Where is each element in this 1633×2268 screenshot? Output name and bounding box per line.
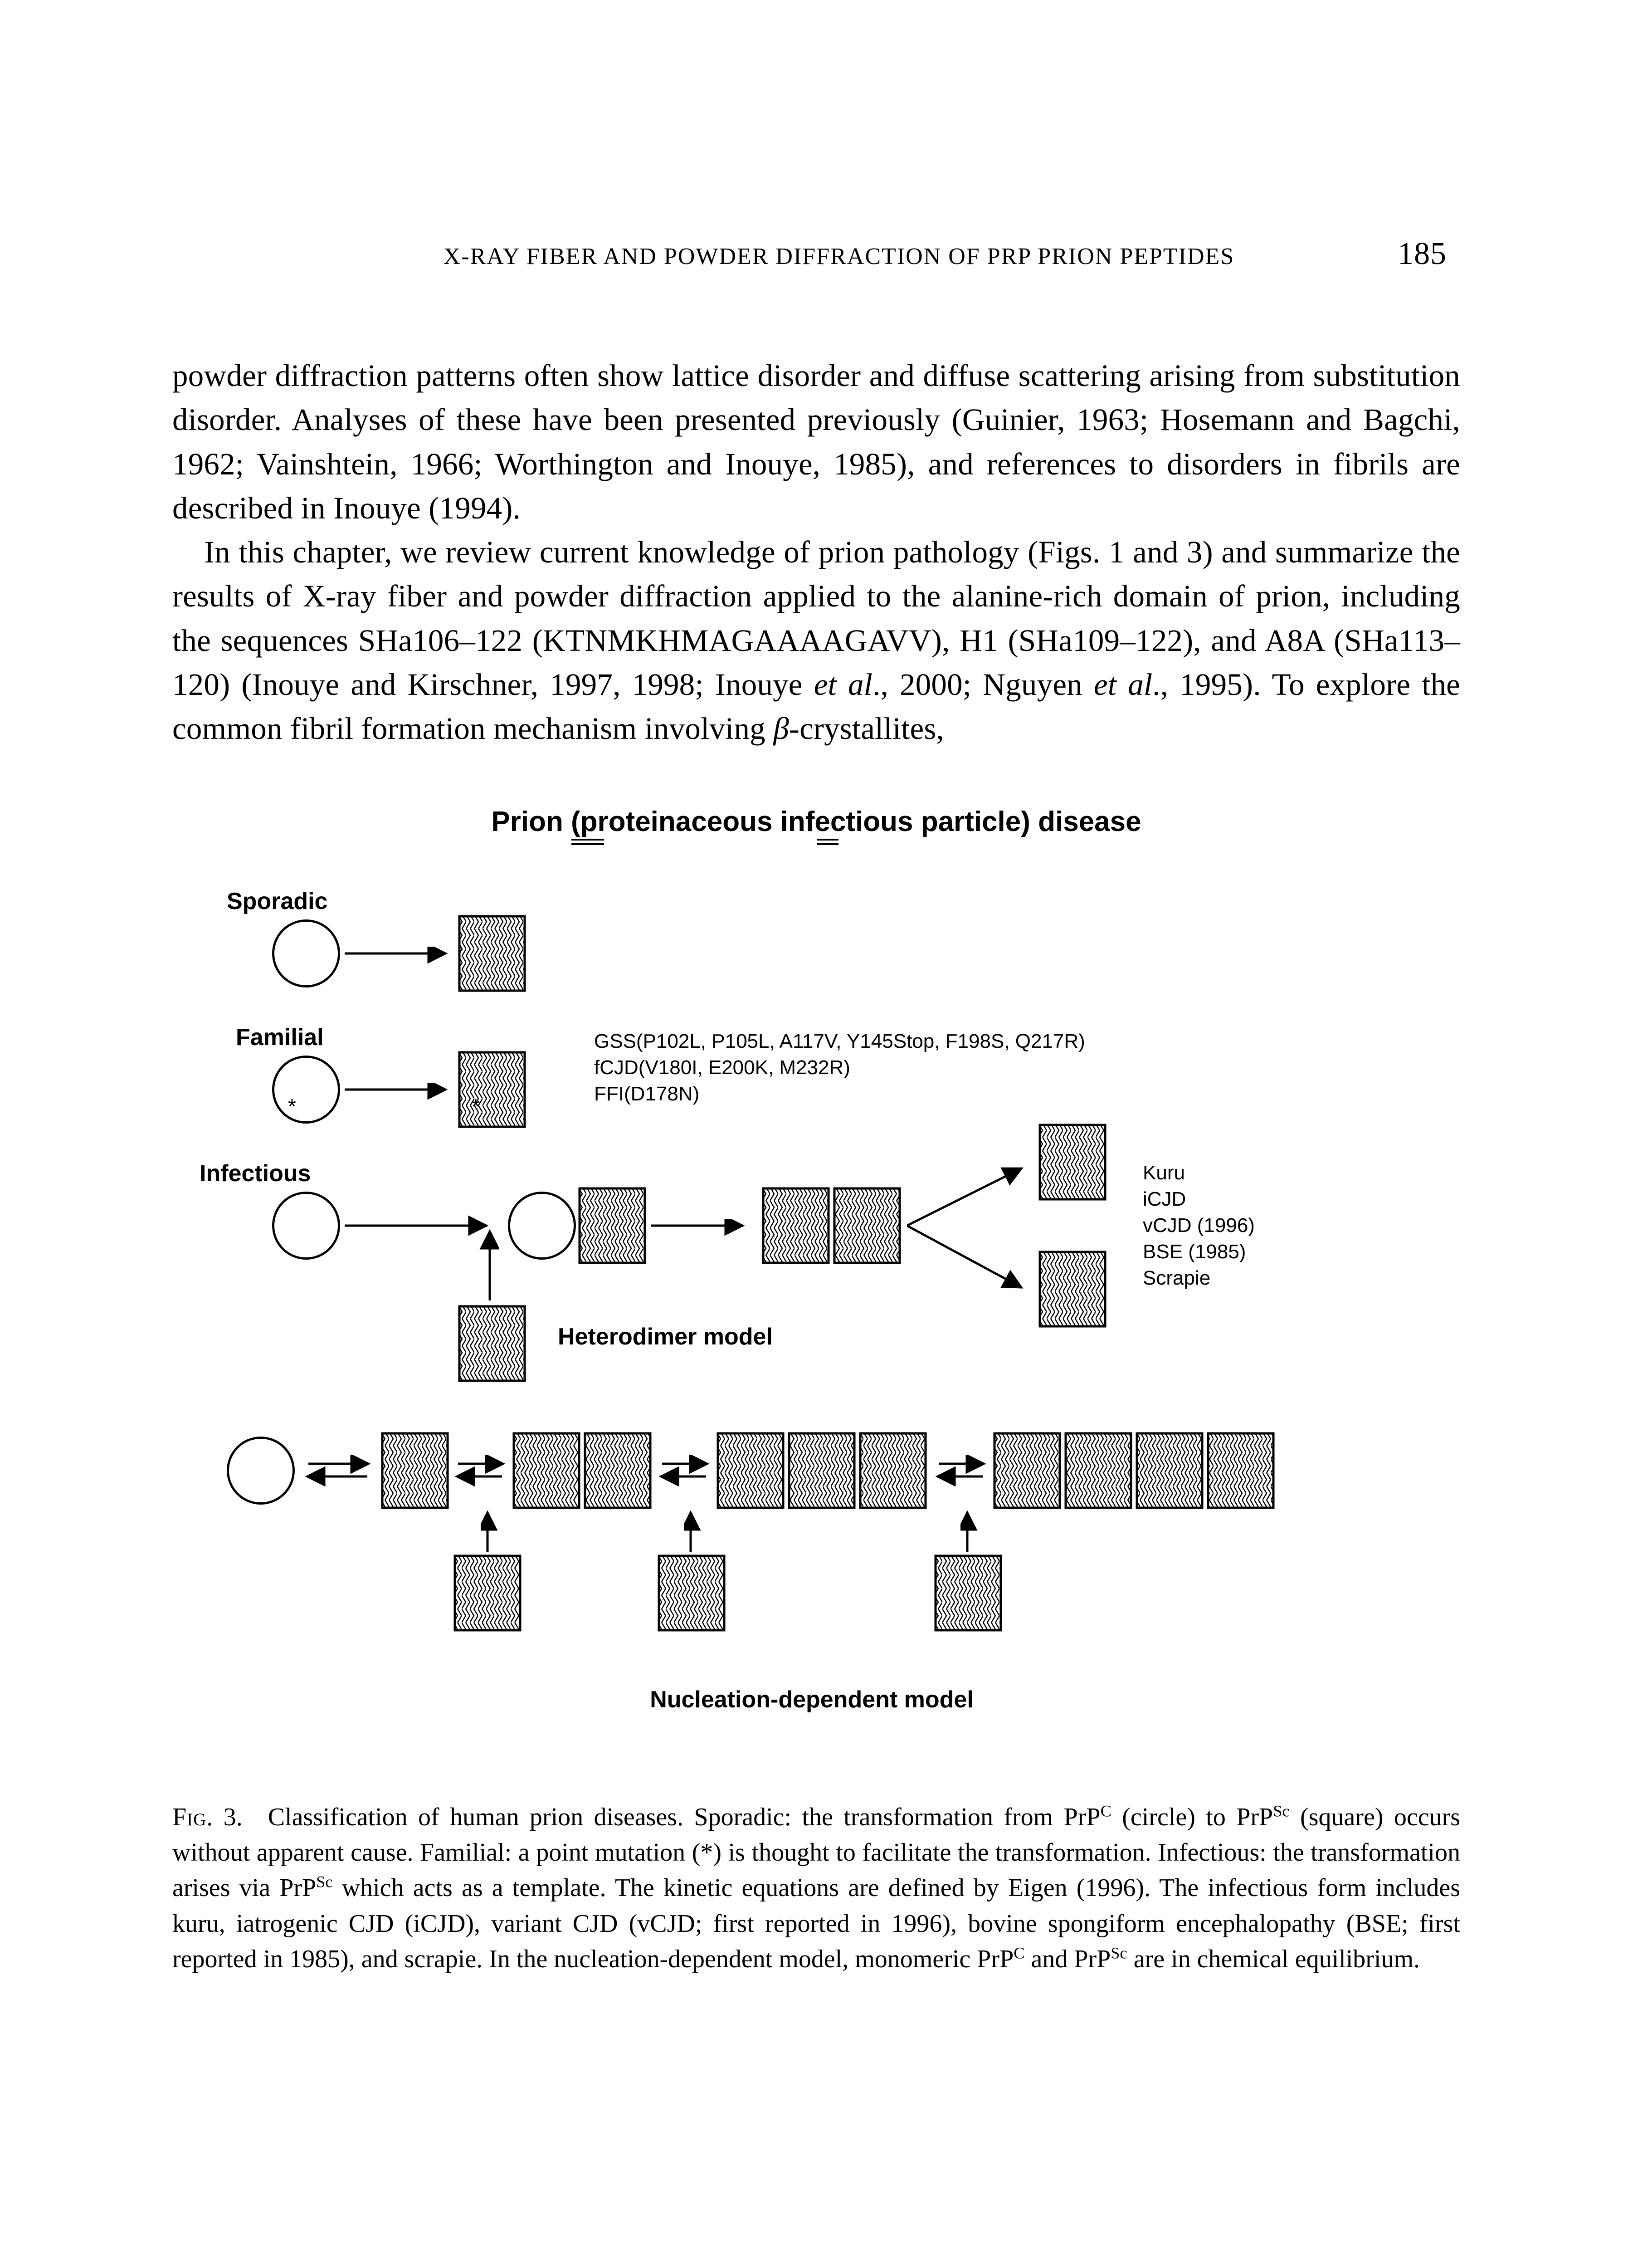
arrow-icon bbox=[345, 1083, 458, 1101]
square-hatch-icon bbox=[458, 1051, 526, 1128]
square-hatch-icon bbox=[458, 915, 526, 992]
arrow-icon bbox=[960, 1509, 979, 1554]
figure-title-wrap: Prion (proteinaceous infectious particle… bbox=[172, 806, 1460, 838]
familial-mutations: GSS(P102L, P105L, A117V, Y145Stop, F198S… bbox=[594, 1028, 1085, 1107]
running-head: X-RAY FIBER AND POWDER DIFFRACTION OF PR… bbox=[172, 236, 1460, 272]
square-hatch-icon bbox=[453, 1554, 522, 1632]
arrow-icon bbox=[651, 1219, 755, 1237]
circle-icon bbox=[272, 1056, 340, 1124]
figure-title: Prion (proteinaceous infectious particle… bbox=[491, 806, 1141, 838]
infectious-list: Kuru iCJD vCJD (1996) BSE (1985) Scrapie bbox=[1143, 1160, 1255, 1291]
star-icon: * bbox=[288, 1094, 296, 1119]
figure-3: Prion (proteinaceous infectious particle… bbox=[172, 806, 1460, 1977]
square-hatch-icon bbox=[1038, 1251, 1107, 1328]
circle-icon bbox=[508, 1192, 576, 1260]
arrow-icon bbox=[345, 947, 458, 965]
star-icon: * bbox=[472, 1094, 480, 1119]
circle-icon bbox=[227, 1437, 295, 1505]
square-hatch-icon bbox=[762, 1187, 902, 1264]
square-hatch-icon bbox=[658, 1554, 726, 1632]
branch-arrow-icon bbox=[907, 1151, 1034, 1305]
double-arrow-icon bbox=[451, 1455, 510, 1486]
arrow-icon bbox=[481, 1509, 499, 1554]
square-hatch-icon bbox=[578, 1187, 646, 1264]
body-text: powder diffraction patterns often show l… bbox=[172, 354, 1460, 751]
arrow-icon bbox=[336, 1214, 499, 1319]
square-hatch-icon bbox=[512, 1432, 653, 1509]
square-hatch-icon bbox=[717, 1432, 930, 1509]
running-title: X-RAY FIBER AND POWDER DIFFRACTION OF PR… bbox=[322, 243, 1356, 270]
square-hatch-icon bbox=[1038, 1124, 1107, 1201]
circle-icon bbox=[272, 1192, 340, 1260]
square-hatch-icon bbox=[381, 1432, 449, 1509]
label-familial: Familial bbox=[236, 1024, 324, 1051]
diagram: Sporadic Familial * * GSS(P102L, P105L, … bbox=[200, 888, 1433, 1750]
label-nucleation: Nucleation-dependent model bbox=[517, 1686, 1107, 1713]
paragraph-2: In this chapter, we review current knowl… bbox=[172, 530, 1460, 751]
page-number: 185 bbox=[1356, 236, 1447, 272]
paragraph-1: powder diffraction patterns often show l… bbox=[172, 354, 1460, 530]
figure-caption: Fig. 3. Classification of human prion di… bbox=[172, 1799, 1460, 1977]
underline-pr-icon bbox=[571, 839, 604, 841]
square-hatch-icon bbox=[993, 1432, 1279, 1509]
label-sporadic: Sporadic bbox=[227, 888, 328, 915]
label-infectious: Infectious bbox=[200, 1160, 311, 1187]
circle-icon bbox=[272, 919, 340, 987]
double-arrow-icon bbox=[655, 1455, 714, 1486]
double-arrow-icon bbox=[299, 1455, 376, 1486]
double-arrow-icon bbox=[932, 1455, 991, 1486]
underline-in-icon bbox=[817, 839, 838, 841]
page: X-RAY FIBER AND POWDER DIFFRACTION OF PR… bbox=[172, 236, 1460, 1977]
label-heterodimer: Heterodimer model bbox=[558, 1323, 773, 1350]
arrow-icon bbox=[684, 1509, 702, 1554]
square-hatch-icon bbox=[934, 1554, 1002, 1632]
